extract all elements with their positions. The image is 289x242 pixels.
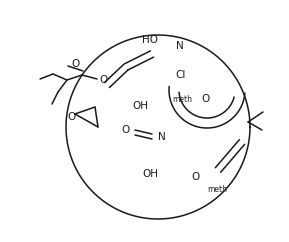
- Text: N: N: [158, 132, 166, 142]
- Text: O: O: [71, 59, 79, 69]
- Text: O: O: [191, 172, 199, 182]
- Text: O: O: [99, 75, 107, 85]
- Text: OH: OH: [132, 101, 148, 111]
- Text: O: O: [202, 94, 210, 104]
- Text: O: O: [68, 112, 76, 122]
- Text: O: O: [121, 125, 129, 135]
- Text: Cl: Cl: [176, 70, 186, 80]
- Text: N: N: [176, 41, 184, 51]
- Text: meth: meth: [172, 94, 192, 104]
- Text: OH: OH: [142, 169, 158, 179]
- Text: HO: HO: [142, 35, 158, 45]
- Text: meth: meth: [207, 186, 227, 195]
